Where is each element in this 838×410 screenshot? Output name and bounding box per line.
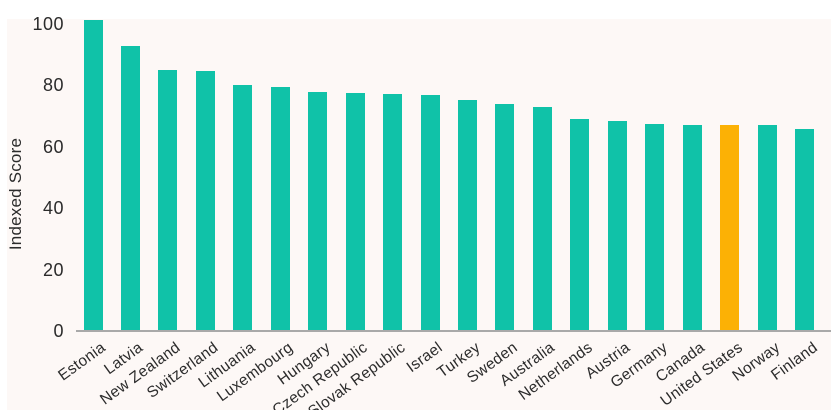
- bar-australia: [532, 107, 552, 331]
- bar-norway: [757, 125, 777, 331]
- bar-slovak-republic: [383, 93, 403, 331]
- bar-lithuania: [233, 85, 253, 331]
- bar-canada: [682, 124, 702, 331]
- bar-austria: [607, 120, 627, 331]
- bar-luxembourg: [270, 87, 290, 331]
- x-axis-line: [76, 330, 831, 332]
- bar-latvia: [120, 45, 140, 331]
- bar-czech-republic: [345, 92, 365, 331]
- y-tick-label: 60: [42, 136, 64, 157]
- y-tick-label: 0: [53, 321, 64, 341]
- y-tick-label: 40: [42, 198, 64, 218]
- bar-turkey: [458, 100, 477, 331]
- bar-united-states: [720, 124, 740, 331]
- bar-germany: [645, 123, 665, 331]
- bar-sweden: [495, 104, 515, 331]
- y-tick-label: 80: [42, 75, 64, 95]
- bar-israel: [420, 94, 440, 331]
- bar-hungary: [308, 91, 328, 331]
- bar-netherlands: [570, 119, 590, 331]
- bar-switzerland: [195, 71, 215, 331]
- bar-new-zealand: [158, 69, 178, 331]
- y-tick-label: 20: [42, 259, 64, 280]
- bar-finland: [795, 129, 815, 331]
- bar-estonia: [83, 20, 103, 331]
- y-tick-label: 100: [32, 13, 64, 34]
